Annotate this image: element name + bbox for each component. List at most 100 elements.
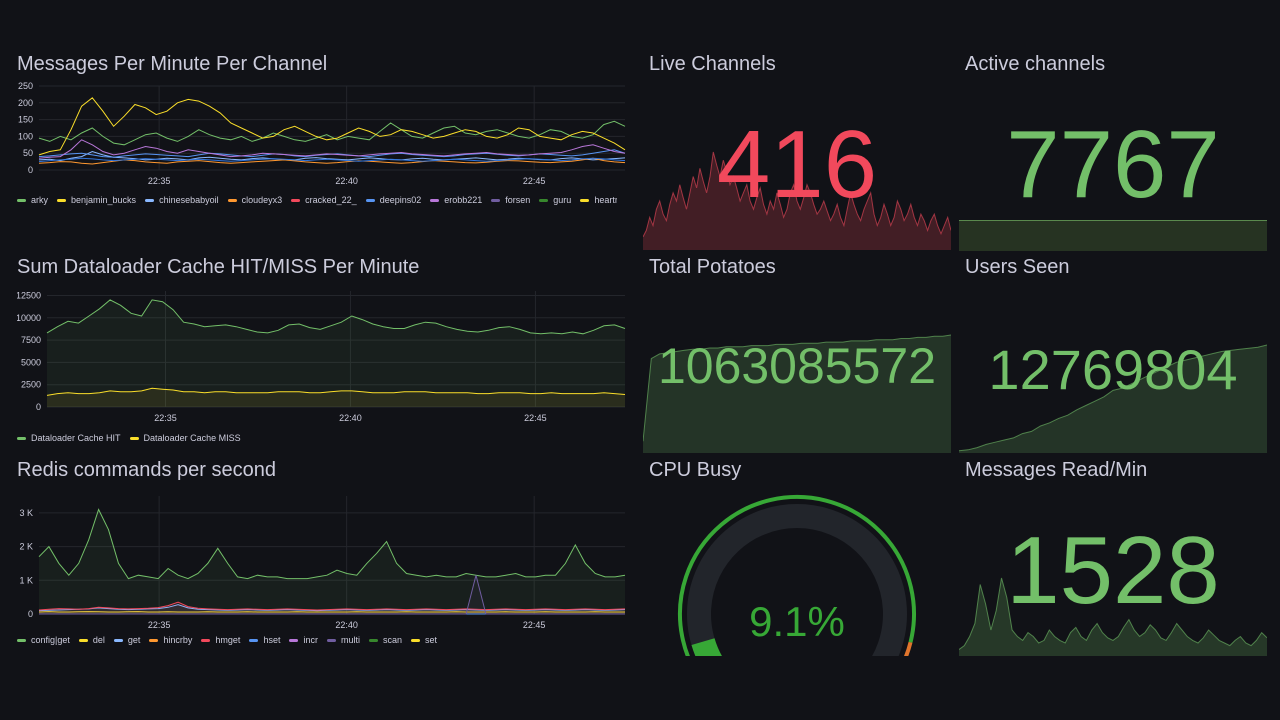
panel-title[interactable]: Active channels — [965, 53, 1106, 75]
y-tick-label: 2 K — [19, 542, 33, 552]
y-tick-label: 150 — [18, 115, 33, 125]
sparkline-line — [959, 577, 1267, 650]
legend-label: cloudeyx3 — [241, 195, 283, 205]
x-tick-label: 22:45 — [523, 620, 546, 630]
gauge-threshold-warn — [904, 641, 913, 656]
legend-item[interactable]: hset — [249, 632, 280, 648]
legend-swatch — [249, 639, 259, 643]
active-channels-area — [959, 220, 1267, 251]
series-area — [39, 604, 625, 614]
panel-dataloader-cache: Sum Dataloader Cache HIT/MISS Per Minute… — [17, 255, 627, 447]
series-line[interactable] — [38, 157, 626, 163]
legend-item[interactable]: forsen — [491, 192, 530, 208]
legend-item[interactable]: Dataloader Cache MISS — [129, 430, 241, 446]
legend-label: benjamin_bucks — [71, 195, 137, 205]
y-tick-label: 0 — [28, 609, 33, 619]
legend-label: scan — [382, 635, 402, 645]
panel-title[interactable]: Users Seen — [965, 256, 1070, 278]
x-tick-label: 22:35 — [148, 620, 171, 630]
legend-swatch — [411, 639, 420, 643]
legend-item[interactable]: cracked_22_ — [291, 192, 357, 208]
legend-label: hincrby — [163, 635, 193, 645]
cpu-busy-gauge — [678, 494, 916, 656]
messages-read-sparkline — [959, 577, 1267, 656]
panel-title[interactable]: Redis commands per second — [17, 459, 277, 481]
legend-item[interactable]: hincrby — [149, 632, 192, 648]
legend-swatch — [491, 199, 501, 203]
series-area — [39, 575, 625, 614]
legend-item[interactable]: get — [113, 632, 140, 648]
users-seen-sparkline — [959, 344, 1267, 453]
y-tick-label: 250 — [18, 82, 33, 91]
legend-label: multi — [340, 635, 360, 645]
x-tick-label: 22:40 — [339, 413, 362, 423]
gauge-threshold-ok — [678, 494, 916, 656]
legend-item[interactable]: Dataloader Cache HIT — [17, 430, 121, 446]
legend-swatch — [291, 199, 301, 203]
series-line[interactable] — [38, 120, 626, 146]
x-tick-label: 22:45 — [523, 176, 546, 186]
legend-item[interactable]: chinesebabyoil — [145, 192, 219, 208]
legend-item[interactable]: arky — [17, 192, 48, 208]
legend-item[interactable]: guru — [539, 192, 571, 208]
panel-title[interactable]: Messages Per Minute Per Channel — [17, 53, 328, 75]
legend-swatch — [78, 639, 88, 643]
series-line[interactable] — [38, 97, 626, 156]
panel-title[interactable]: CPU Busy — [649, 459, 742, 481]
legend-swatch — [129, 437, 139, 441]
sparkline-line — [643, 334, 951, 442]
legend-item[interactable]: config|get — [17, 632, 70, 648]
legend-swatch — [113, 639, 123, 643]
legend-item[interactable]: del — [78, 632, 105, 648]
series-line[interactable] — [39, 575, 625, 615]
panel-title[interactable]: Total Potatoes — [649, 256, 776, 278]
y-tick-label: 2500 — [21, 380, 41, 390]
legend-item[interactable]: heartriah — [580, 192, 617, 208]
sparkline-line — [643, 151, 951, 238]
series-line[interactable] — [46, 299, 626, 335]
series-line[interactable] — [38, 157, 626, 165]
panel-messages-per-minute: Messages Per Minute Per Channel 250 200 15… — [17, 52, 627, 244]
sparkline-area — [959, 345, 1267, 453]
legend-label: guru — [553, 195, 572, 205]
sparkline-area — [643, 335, 951, 453]
legend-swatch — [149, 639, 159, 643]
y-tick-label: 7500 — [21, 335, 41, 345]
legend-item[interactable]: set — [411, 632, 437, 648]
legend-label: deepins02 — [379, 195, 422, 205]
legend-swatch — [17, 437, 26, 441]
legend-swatch — [539, 199, 549, 203]
messages-per-minute-chart[interactable]: 250 200 150 100 50 0 22:35 22:40 22:45 — [17, 82, 627, 192]
legend-item[interactable]: incr — [289, 632, 318, 648]
panel-title[interactable]: Sum Dataloader Cache HIT/MISS Per Minute — [17, 256, 420, 278]
series-line[interactable] — [38, 139, 626, 159]
redis-commands-chart[interactable]: 3 K 2 K 1 K 0 22:35 22:40 22:45 — [17, 492, 627, 632]
users-seen-value: 12769804 — [988, 338, 1238, 401]
legend-item[interactable]: erobb221 — [430, 192, 482, 208]
panel-title[interactable]: Messages Read/Min — [965, 459, 1148, 481]
x-tick-label: 22:40 — [335, 620, 358, 630]
y-tick-label: 100 — [18, 131, 33, 141]
series-area — [39, 509, 625, 614]
legend-item[interactable]: deepins02 — [365, 192, 422, 208]
y-tick-label: 3 K — [19, 508, 33, 518]
dataloader-cache-chart[interactable]: 12500 10000 7500 5000 2500 0 22:35 22:40 22:45 — [17, 287, 627, 427]
legend-label: config|get — [31, 635, 70, 645]
legend-item[interactable]: cloudeyx3 — [227, 192, 283, 208]
x-tick-label: 22:35 — [154, 413, 177, 423]
legend-item[interactable]: benjamin_bucks — [57, 192, 136, 208]
gauge-value-arc — [691, 637, 723, 656]
sparkline-line — [959, 344, 1267, 452]
series-line[interactable] — [38, 508, 626, 580]
legend-item[interactable]: multi — [326, 632, 360, 648]
y-tick-label: 1 K — [19, 575, 33, 585]
legend-item[interactable]: scan — [368, 632, 402, 648]
legend-item[interactable]: hmget — [201, 632, 240, 648]
legend-swatch — [17, 199, 26, 203]
series-line[interactable] — [38, 604, 626, 612]
panel-title[interactable]: Live Channels — [649, 53, 776, 75]
series-line[interactable] — [38, 601, 626, 611]
series-line[interactable] — [46, 387, 626, 396]
x-tick-label: 22:40 — [335, 176, 358, 186]
panel-total-potatoes: Total Potatoes 1063085572 — [643, 255, 951, 453]
